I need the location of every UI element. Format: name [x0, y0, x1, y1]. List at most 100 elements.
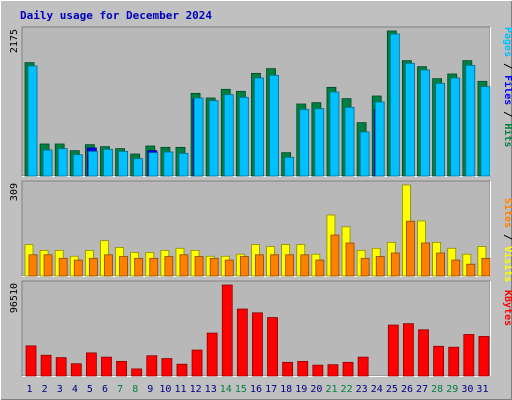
bar-kbytes-day-18	[282, 361, 294, 377]
bar-files-day-14	[223, 94, 234, 177]
x-tick-label: 31	[476, 384, 488, 395]
bar-kbytes-day-7	[116, 360, 127, 377]
legend-separator: /	[502, 105, 512, 123]
bar-sites-day-8	[134, 257, 144, 277]
x-tick-label: 9	[147, 384, 153, 395]
legend-visits: Sites / Visits	[502, 198, 512, 282]
legend-hits: Pages / Files / Hits	[502, 27, 512, 147]
legend-entry: Visits	[502, 246, 512, 282]
bar-files-day-2	[42, 149, 53, 177]
bar-sites-day-1	[28, 254, 38, 277]
x-tick-label: 1	[27, 384, 33, 395]
bar-files-day-17	[269, 74, 279, 177]
bar-sites-day-28	[436, 252, 446, 277]
bar-files-day-30	[465, 64, 476, 177]
bar-kbytes-day-2	[40, 354, 52, 377]
x-tick-label: 12	[190, 384, 202, 395]
bar-files-day-9	[148, 152, 159, 177]
x-tick-label: 28	[431, 384, 443, 395]
bar-kbytes-day-22	[342, 361, 354, 377]
bar-files-day-19	[299, 108, 310, 177]
bar-kbytes-day-5	[85, 352, 97, 377]
bar-kbytes-day-8	[131, 368, 143, 377]
bar-sites-day-9	[149, 257, 159, 277]
bar-kbytes-day-11	[176, 363, 188, 377]
bar-files-day-11	[178, 152, 189, 177]
bar-kbytes-day-10	[161, 358, 173, 377]
bar-files-day-23	[359, 131, 370, 177]
bar-sites-day-16	[255, 254, 264, 277]
x-tick-label: 21	[325, 384, 337, 395]
x-tick-label: 14	[220, 384, 232, 395]
bar-sites-day-3	[58, 257, 68, 277]
bar-files-day-26	[405, 62, 415, 177]
bar-sites-day-13	[209, 257, 219, 277]
bar-sites-day-31	[481, 257, 491, 277]
bar-kbytes-day-16	[252, 312, 263, 377]
bar-files-day-6	[103, 148, 113, 177]
bar-kbytes-day-28	[433, 345, 445, 377]
bar-kbytes-day-6	[101, 356, 112, 377]
legend-entry: Files	[502, 75, 512, 105]
bar-sites-day-29	[451, 259, 461, 277]
x-tick-label: 25	[386, 384, 398, 395]
panel-kbytes: 96510 KBytes	[9, 280, 512, 377]
bar-sites-day-24	[375, 256, 385, 277]
legend-separator: /	[502, 57, 512, 75]
y-max-label-kbytes: 96510	[9, 283, 20, 313]
bar-sites-day-18	[285, 254, 295, 277]
bar-kbytes-day-12	[191, 349, 203, 377]
bar-kbytes-day-27	[418, 329, 429, 377]
bar-files-day-16	[254, 77, 264, 177]
x-tick-label: 20	[310, 384, 322, 395]
x-tick-label: 6	[102, 384, 108, 395]
x-tick-label: 13	[205, 384, 217, 395]
bar-files-day-18	[284, 156, 295, 177]
bar-sites-day-15	[239, 256, 249, 277]
y-max-label-visits: 309	[9, 183, 20, 201]
bar-sites-day-22	[345, 242, 355, 277]
x-tick-label: 17	[265, 384, 277, 395]
bar-kbytes-day-30	[463, 334, 475, 377]
bar-sites-day-27	[421, 242, 430, 277]
bar-files-day-22	[344, 106, 355, 177]
x-tick-label: 7	[117, 384, 123, 395]
x-tick-label: 19	[295, 384, 307, 395]
bar-kbytes-day-26	[403, 323, 414, 377]
bar-files-day-29	[450, 77, 461, 177]
bar-sites-day-26	[406, 220, 415, 277]
bar-kbytes-day-29	[448, 346, 460, 377]
x-tick-label: 18	[280, 384, 292, 395]
bar-sites-day-2	[43, 254, 53, 277]
bar-sites-day-25	[390, 252, 400, 277]
x-tick-label: 26	[401, 384, 413, 395]
bar-kbytes-day-1	[25, 345, 37, 377]
bar-sites-day-12	[194, 256, 204, 277]
bar-kbytes-day-17	[267, 317, 278, 377]
chart-panels: 2175 Pages / Files / Hits 309 Sites / Visit…	[9, 26, 512, 377]
bar-kbytes-day-20	[312, 364, 324, 377]
bar-files-day-5	[87, 150, 98, 177]
bar-files-day-10	[163, 151, 174, 177]
bar-kbytes-day-19	[297, 360, 309, 377]
bar-sites-day-6	[104, 254, 113, 277]
legend-entry: Hits	[502, 123, 512, 147]
bar-files-day-13	[208, 100, 219, 177]
x-axis-tick-labels: 1 2 3 4 5 6 7 8 9 10 11 12 13 14 15 16 17 18 19 20 21 22 23 24 2…	[27, 384, 489, 395]
bar-files-day-25	[389, 33, 400, 177]
bar-sites-day-11	[179, 254, 189, 277]
bar-files-day-1	[27, 65, 38, 177]
legend-entry: Sites	[502, 198, 512, 228]
bar-sites-day-14	[224, 259, 234, 277]
x-tick-label: 15	[235, 384, 247, 395]
bar-files-day-27	[420, 69, 430, 177]
x-tick-label: 2	[42, 384, 48, 395]
bar-files-day-31	[480, 86, 491, 177]
x-tick-label: 8	[132, 384, 138, 395]
legend-separator: /	[502, 228, 512, 246]
bar-files-day-24	[374, 101, 385, 177]
y-max-label-hits: 2175	[9, 29, 20, 53]
bar-kbytes-day-14	[221, 284, 233, 377]
x-tick-label: 4	[72, 384, 78, 395]
